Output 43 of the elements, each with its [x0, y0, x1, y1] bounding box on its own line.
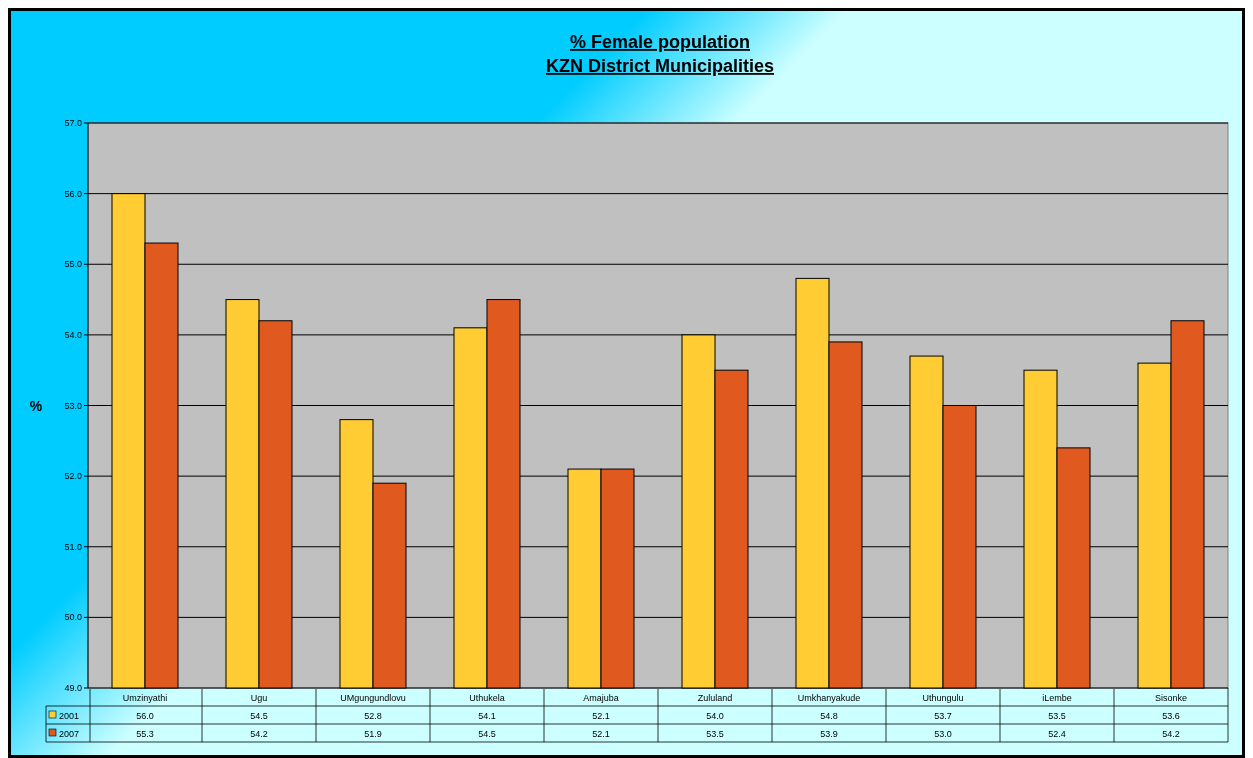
x-tick-label: Umkhanyakude: [797, 693, 861, 703]
data-label: 52.1: [592, 711, 610, 721]
chart-title: % Female population KZN District Municipalities: [545, 32, 775, 76]
data-label: 52.4: [1048, 729, 1066, 739]
data-label: 52.8: [364, 711, 382, 721]
y-tick-label: 52.0: [64, 471, 82, 482]
x-tick-label: Ugu: [250, 693, 268, 703]
y-tick-label: 56.0: [64, 188, 82, 199]
y-tick-label: 55.0: [64, 259, 82, 270]
x-tick-label: Amajuba: [583, 693, 619, 703]
data-label: 54.2: [250, 729, 268, 739]
y-tick-label: 50.0: [64, 612, 82, 623]
y-tick-label: 51.0: [64, 541, 82, 552]
data-label: 52.1: [592, 729, 610, 739]
data-label: 54.5: [250, 711, 268, 721]
data-label: 53.0: [934, 729, 952, 739]
legend-label: 2001: [59, 711, 80, 721]
data-label: 53.6: [1162, 711, 1180, 721]
data-label: 54.1: [478, 711, 496, 721]
data-label: 55.3: [136, 729, 154, 739]
y-tick-label: 57.0: [64, 118, 82, 128]
data-label: 56.0: [136, 711, 154, 721]
y-axis-title: %: [29, 397, 43, 414]
x-tick-label: UMgungundlovu: [340, 693, 406, 703]
data-label: 53.5: [1048, 711, 1066, 721]
x-tick-label: iLembe: [1042, 693, 1072, 703]
data-label: 54.8: [820, 711, 838, 721]
data-label: 51.9: [364, 729, 382, 739]
y-tick-label: 53.0: [64, 400, 82, 411]
data-label: 53.5: [706, 729, 724, 739]
data-label: 54.5: [478, 729, 496, 739]
data-label: 53.7: [934, 711, 952, 721]
y-tick-label: 54.0: [64, 329, 82, 340]
y-tick-label: 49.0: [64, 683, 82, 693]
x-tick-label: Zululand: [697, 693, 733, 703]
legend-label: 2007: [59, 729, 80, 739]
x-tick-label: Uthungulu: [922, 693, 964, 703]
data-label: 54.2: [1162, 729, 1180, 739]
x-tick-label: Umzinyathi: [122, 693, 168, 703]
x-tick-label: Uthukela: [469, 693, 505, 703]
data-label: 53.9: [820, 729, 838, 739]
data-label: 54.0: [706, 711, 724, 721]
x-tick-label: Sisonke: [1154, 693, 1188, 703]
